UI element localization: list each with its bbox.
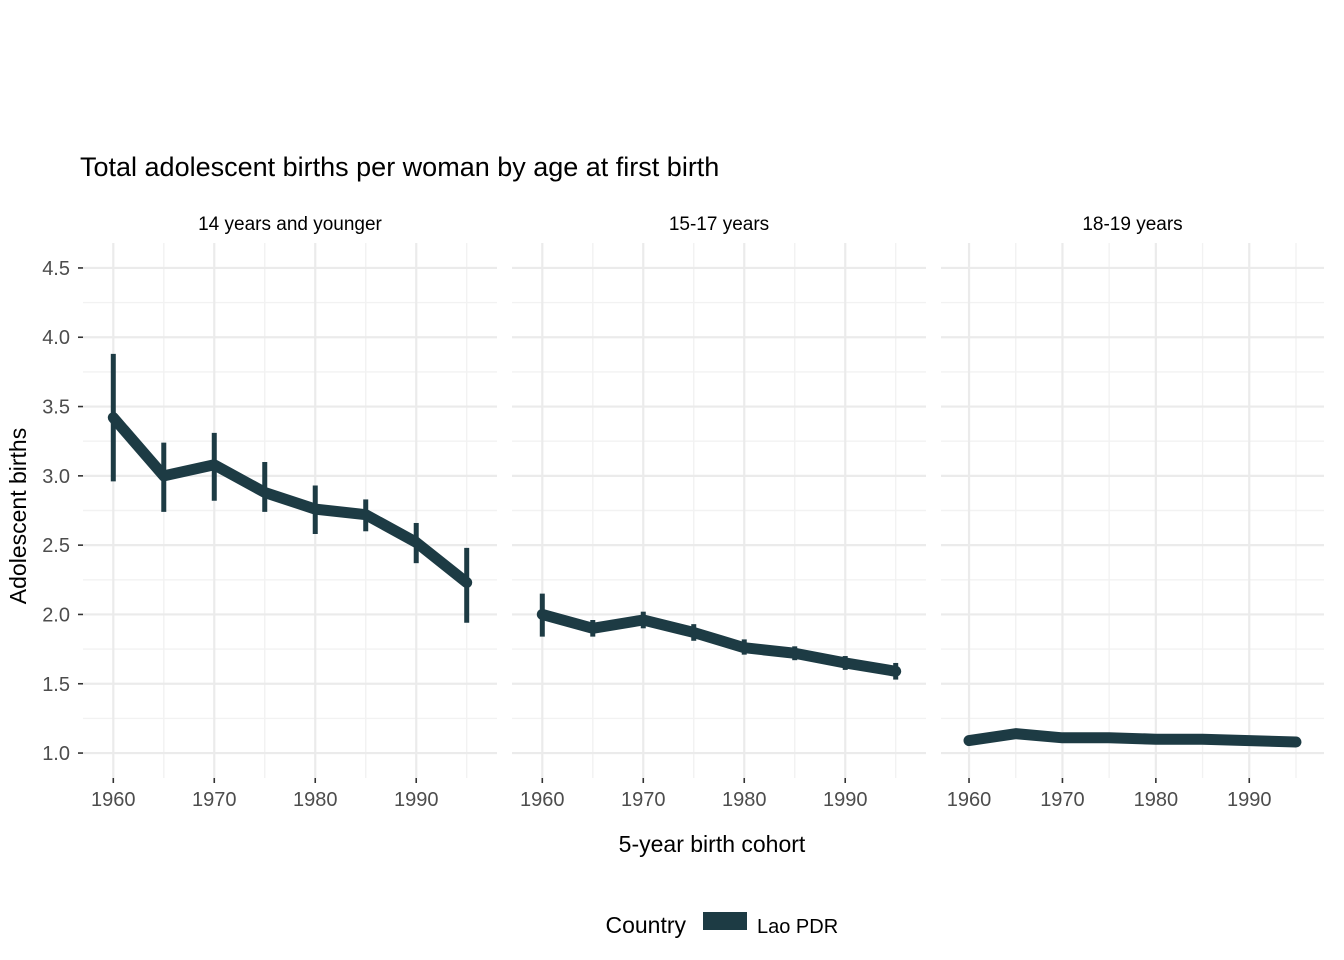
series-line-lao-pdr[interactable] [107,412,473,589]
facet-strip-label: 14 years and younger [198,214,382,235]
y-tick-label: 2.0 [42,604,70,626]
series-line-lao-pdr[interactable] [536,608,902,677]
x-tick-label: 1990 [823,789,868,811]
x-tick-label: 1970 [621,789,666,811]
legend-title: Country [605,912,686,938]
legend-entry-label[interactable]: Lao PDR [757,916,838,938]
x-tick-label: 1980 [722,789,767,811]
x-tick-label: 1970 [1040,789,1085,811]
y-axis: 1.0 1.5 2.0 2.5 3.0 3.5 4.0 4.5 [42,258,83,765]
legend: Country Lao PDR [605,912,838,938]
y-tick-label: 2.5 [42,535,70,557]
x-tick-label: 1960 [520,789,565,811]
y-axis-title: Adolescent births [5,428,31,604]
facet-panel: 18-19 years 1960 1970 1980 1990 [941,214,1324,811]
x-tick-label: 1990 [1227,789,1272,811]
legend-key-swatch[interactable] [703,912,747,930]
x-tick-label: 1990 [394,789,439,811]
x-tick-label: 1970 [192,789,237,811]
x-tick-label: 1980 [1134,789,1179,811]
x-tick-label: 1980 [293,789,338,811]
y-tick-label: 3.0 [42,466,70,488]
y-tick-label: 4.5 [42,258,70,280]
y-tick-label: 1.5 [42,674,70,696]
facet-strip-label: 15-17 years [669,214,769,235]
facet-strip-label: 18-19 years [1082,214,1182,235]
y-tick-label: 4.0 [42,327,70,349]
x-tick-label: 1960 [91,789,136,811]
page-title: Total adolescent births per woman by age… [80,152,719,182]
y-tick-label: 3.5 [42,397,70,419]
x-axis-title: 5-year birth cohort [619,831,806,857]
facet-panel: 15-17 years 1960 1970 1980 1990 [512,214,926,811]
series-line-lao-pdr[interactable] [963,728,1302,748]
y-tick-label: 1.0 [42,743,70,765]
x-tick-label: 1960 [947,789,992,811]
facet-panel: 14 years and younger 1960 1970 1980 1990 [83,214,497,811]
